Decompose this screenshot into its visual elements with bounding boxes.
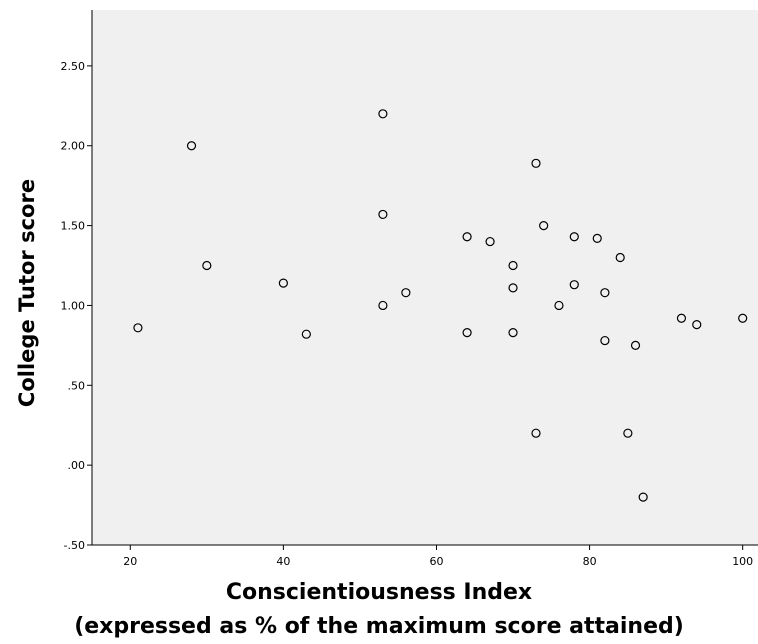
data-point bbox=[676, 313, 687, 323]
data-point bbox=[278, 278, 288, 288]
data-point bbox=[485, 236, 495, 247]
x-tick-label: 40 bbox=[276, 555, 290, 568]
data-point bbox=[692, 320, 702, 330]
data-point bbox=[531, 158, 541, 168]
x-tick-label: 80 bbox=[583, 555, 597, 568]
data-point bbox=[378, 109, 388, 119]
data-point bbox=[462, 327, 472, 338]
data-point bbox=[301, 329, 311, 339]
data-point bbox=[600, 288, 610, 298]
data-point bbox=[615, 252, 625, 263]
data-point bbox=[202, 260, 212, 271]
data-point bbox=[539, 220, 549, 231]
y-tick-label: 2.00 bbox=[61, 140, 86, 153]
y-tick-label: .00 bbox=[68, 459, 86, 472]
data-point bbox=[462, 232, 472, 242]
x-tick-label: 60 bbox=[429, 555, 443, 568]
y-tick-label: .50 bbox=[68, 379, 86, 392]
data-point bbox=[531, 428, 541, 438]
x-tick-label: 100 bbox=[732, 555, 753, 568]
y-tick-label: 2.50 bbox=[61, 60, 86, 73]
data-point bbox=[623, 428, 633, 438]
data-point bbox=[508, 260, 518, 271]
data-point bbox=[508, 327, 518, 338]
plot-area bbox=[92, 10, 758, 545]
y-tick-label: -.50 bbox=[64, 539, 85, 552]
data-point bbox=[186, 141, 197, 151]
y-axis-ticks: -.50 .00 .50 1.00 1.50 2.00 2.50 bbox=[61, 60, 92, 552]
data-point bbox=[508, 283, 518, 293]
y-tick-label: 1.00 bbox=[61, 299, 86, 312]
data-point bbox=[378, 300, 388, 311]
data-point bbox=[592, 233, 602, 243]
data-points bbox=[133, 109, 748, 502]
data-point bbox=[630, 340, 641, 350]
data-point bbox=[638, 492, 648, 502]
data-point bbox=[569, 280, 579, 290]
data-point bbox=[401, 288, 411, 298]
x-tick-label: 20 bbox=[123, 555, 137, 568]
data-point bbox=[133, 323, 143, 333]
x-axis-title: Conscientiousness Index bbox=[225, 580, 533, 605]
data-point bbox=[569, 232, 579, 242]
data-point bbox=[600, 335, 610, 346]
data-point bbox=[738, 313, 748, 323]
x-axis-ticks: 20 40 60 80 100 bbox=[123, 545, 753, 568]
y-axis-title: College Tutor score bbox=[15, 179, 39, 407]
x-axis-subtitle: (expressed as % of the maximum score att… bbox=[74, 614, 684, 639]
data-point bbox=[378, 209, 388, 220]
y-tick-label: 1.50 bbox=[61, 220, 86, 233]
data-point bbox=[554, 300, 564, 311]
